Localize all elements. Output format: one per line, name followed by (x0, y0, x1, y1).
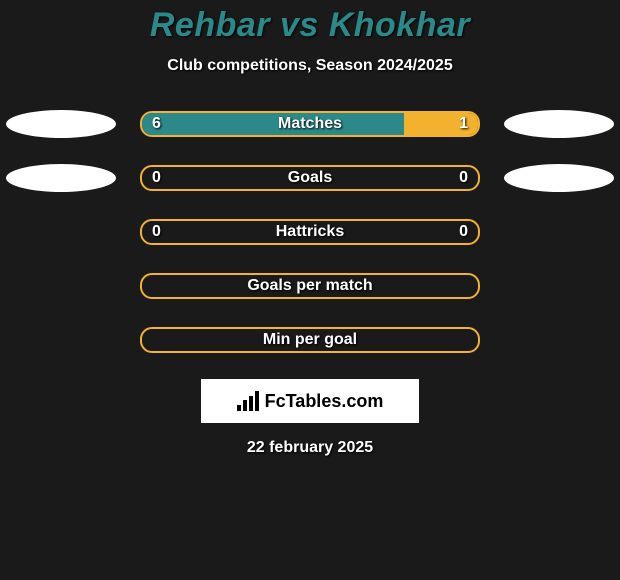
stat-bar: Goals0 0 (140, 165, 480, 191)
stat-value-right: 0 (459, 167, 468, 189)
stat-label: Goals (142, 167, 478, 189)
stat-bar: Matches61 (140, 111, 480, 137)
stat-row: Min per goal (0, 327, 620, 353)
stat-row: Goals per match (0, 273, 620, 299)
bar-left-fill (142, 113, 404, 135)
subtitle: Club competitions, Season 2024/2025 (0, 57, 620, 75)
brand-bars-icon (237, 391, 259, 411)
stat-value-left: 0 (152, 167, 161, 189)
team-left-oval (6, 110, 116, 138)
stat-row: Hattricks0 0 (0, 219, 620, 245)
team-right-oval (504, 164, 614, 192)
stat-value-right: 1 (459, 113, 468, 135)
stat-row: Goals0 0 (0, 165, 620, 191)
stat-value-right: 0 (459, 221, 468, 243)
stat-row: Matches61 (0, 111, 620, 137)
stat-bar: Min per goal (140, 327, 480, 353)
team-right-oval (504, 110, 614, 138)
stat-label: Goals per match (142, 275, 478, 297)
stat-rows: Matches61Goals00Hattricks00Goals per mat… (0, 111, 620, 353)
stat-bar: Hattricks0 0 (140, 219, 480, 245)
stat-value-left: 6 (152, 113, 161, 135)
brand-badge[interactable]: FcTables.com (201, 379, 419, 423)
stat-label: Min per goal (142, 329, 478, 351)
page-title: Rehbar vs Khokhar (0, 0, 620, 45)
stat-value-left: 0 (152, 221, 161, 243)
date: 22 february 2025 (0, 439, 620, 457)
brand-text: FcTables.com (265, 391, 384, 412)
team-left-oval (6, 164, 116, 192)
stat-label: Hattricks (142, 221, 478, 243)
stats-comparison-card: Rehbar vs Khokhar Club competitions, Sea… (0, 0, 620, 580)
stat-bar: Goals per match (140, 273, 480, 299)
